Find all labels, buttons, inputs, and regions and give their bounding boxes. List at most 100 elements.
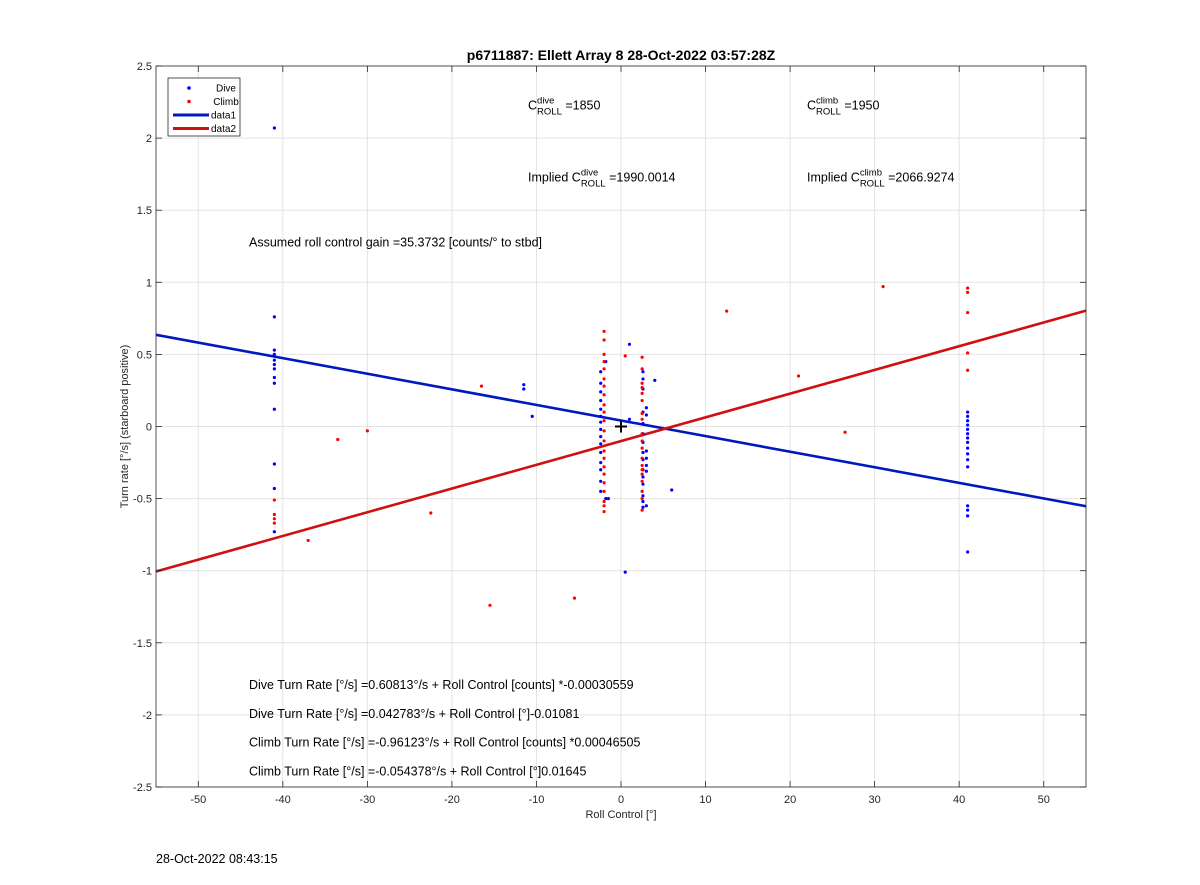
annotation-gain: Assumed roll control gain =35.3732 [coun… (249, 235, 542, 249)
y-tick-label: 2 (146, 133, 152, 145)
dive-point (641, 377, 645, 381)
dive-point (272, 358, 276, 362)
dive-point (272, 126, 276, 130)
center-marker (615, 420, 627, 433)
annotation-superscript: climb (816, 95, 838, 106)
dive-point (530, 414, 534, 419)
climb-point (602, 499, 606, 504)
climb-point (602, 489, 606, 493)
climb-point (602, 419, 606, 423)
dive-point (966, 410, 970, 414)
dive-point (966, 452, 970, 456)
dive-point (641, 422, 645, 426)
dive-point (966, 458, 970, 462)
climb-point (602, 439, 606, 443)
dive-point (641, 499, 645, 504)
dive-point (966, 550, 970, 554)
annotation-superscript: climb (860, 167, 882, 178)
climb-point (881, 285, 885, 289)
chart-title: p6711887: Ellett Array 8 28-Oct-2022 03:… (467, 47, 776, 63)
dive-point (644, 504, 648, 508)
dive-point (599, 414, 603, 419)
climb-point (602, 384, 606, 388)
dive-point (644, 413, 648, 417)
dive-point (272, 375, 276, 380)
climb-point (640, 508, 644, 512)
y-tick-label: 1 (146, 277, 152, 289)
climb-point (843, 430, 847, 434)
dive-point (606, 497, 610, 501)
dive-point (599, 390, 603, 394)
dive-point (272, 462, 276, 466)
dive-point (644, 406, 648, 410)
dive-point (644, 449, 648, 453)
annotation-value: =1990.0014 (606, 170, 676, 184)
y-tick-label: 0 (146, 422, 152, 434)
climb-point (640, 446, 644, 450)
dive-point (272, 348, 276, 352)
dive-point (641, 494, 645, 498)
dive-point (599, 479, 603, 483)
legend-marker-climb (187, 99, 191, 104)
dive-point (966, 414, 970, 419)
annotation-symbol: C (807, 98, 816, 112)
climb-point (429, 511, 433, 515)
annotation-eq1: Dive Turn Rate [°/s] =0.60813°/s + Roll … (249, 678, 634, 692)
climb-point (479, 384, 484, 388)
annotation-symbol: C (528, 98, 537, 112)
dive-point (599, 450, 603, 455)
climb-point (640, 456, 644, 460)
dive-point (966, 465, 970, 469)
x-tick-label: -20 (444, 794, 460, 806)
annotation-implied_climb: Implied Cclimb ROLL =2066.9274 (807, 167, 955, 189)
climb-point (725, 309, 729, 313)
dive-point (644, 456, 648, 460)
dive-point (599, 468, 603, 472)
climb-point (602, 360, 606, 364)
climb-point (966, 368, 970, 372)
y-tick-label: -1.5 (133, 638, 152, 650)
climb-point (640, 367, 644, 371)
dive-point (272, 362, 276, 367)
dive-point (272, 367, 276, 371)
annotation-prefix: Implied (807, 170, 851, 184)
climb-point (640, 479, 644, 483)
climb-point (640, 398, 644, 403)
climb-point (272, 512, 276, 517)
climb-point (602, 504, 606, 508)
climb-point (336, 437, 340, 442)
climb-point (640, 391, 644, 395)
x-axis-label: Roll Control [°] (585, 809, 656, 821)
dive-point (599, 442, 603, 446)
y-tick-label: 2.5 (137, 61, 152, 73)
dive-point (599, 420, 603, 424)
climb-point (602, 429, 606, 433)
climb-point (272, 521, 276, 525)
x-tick-label: 40 (953, 794, 965, 806)
climb-point (623, 354, 627, 358)
dive-point (604, 497, 608, 501)
dive-point (599, 370, 603, 374)
dive-point (272, 381, 276, 385)
climb-point (602, 377, 606, 381)
dive-point (272, 315, 276, 319)
dive-point (966, 436, 970, 440)
dive-point (641, 475, 645, 479)
climb-point (602, 338, 606, 342)
climb-point (602, 472, 606, 476)
climb-point (640, 463, 644, 468)
annotation-value: =1850 (562, 98, 601, 112)
climb-point (602, 367, 606, 371)
legend-label: Dive (216, 84, 236, 95)
y-tick-label: 1.5 (137, 205, 152, 217)
legend-box (167, 77, 241, 137)
climb-point (640, 439, 644, 443)
climb-point (640, 381, 644, 385)
climb-point (602, 509, 606, 514)
climb-point (272, 517, 276, 521)
dive-point (599, 489, 603, 493)
dive-point (272, 486, 276, 491)
dive-point (522, 387, 526, 391)
dive-point (599, 460, 603, 465)
